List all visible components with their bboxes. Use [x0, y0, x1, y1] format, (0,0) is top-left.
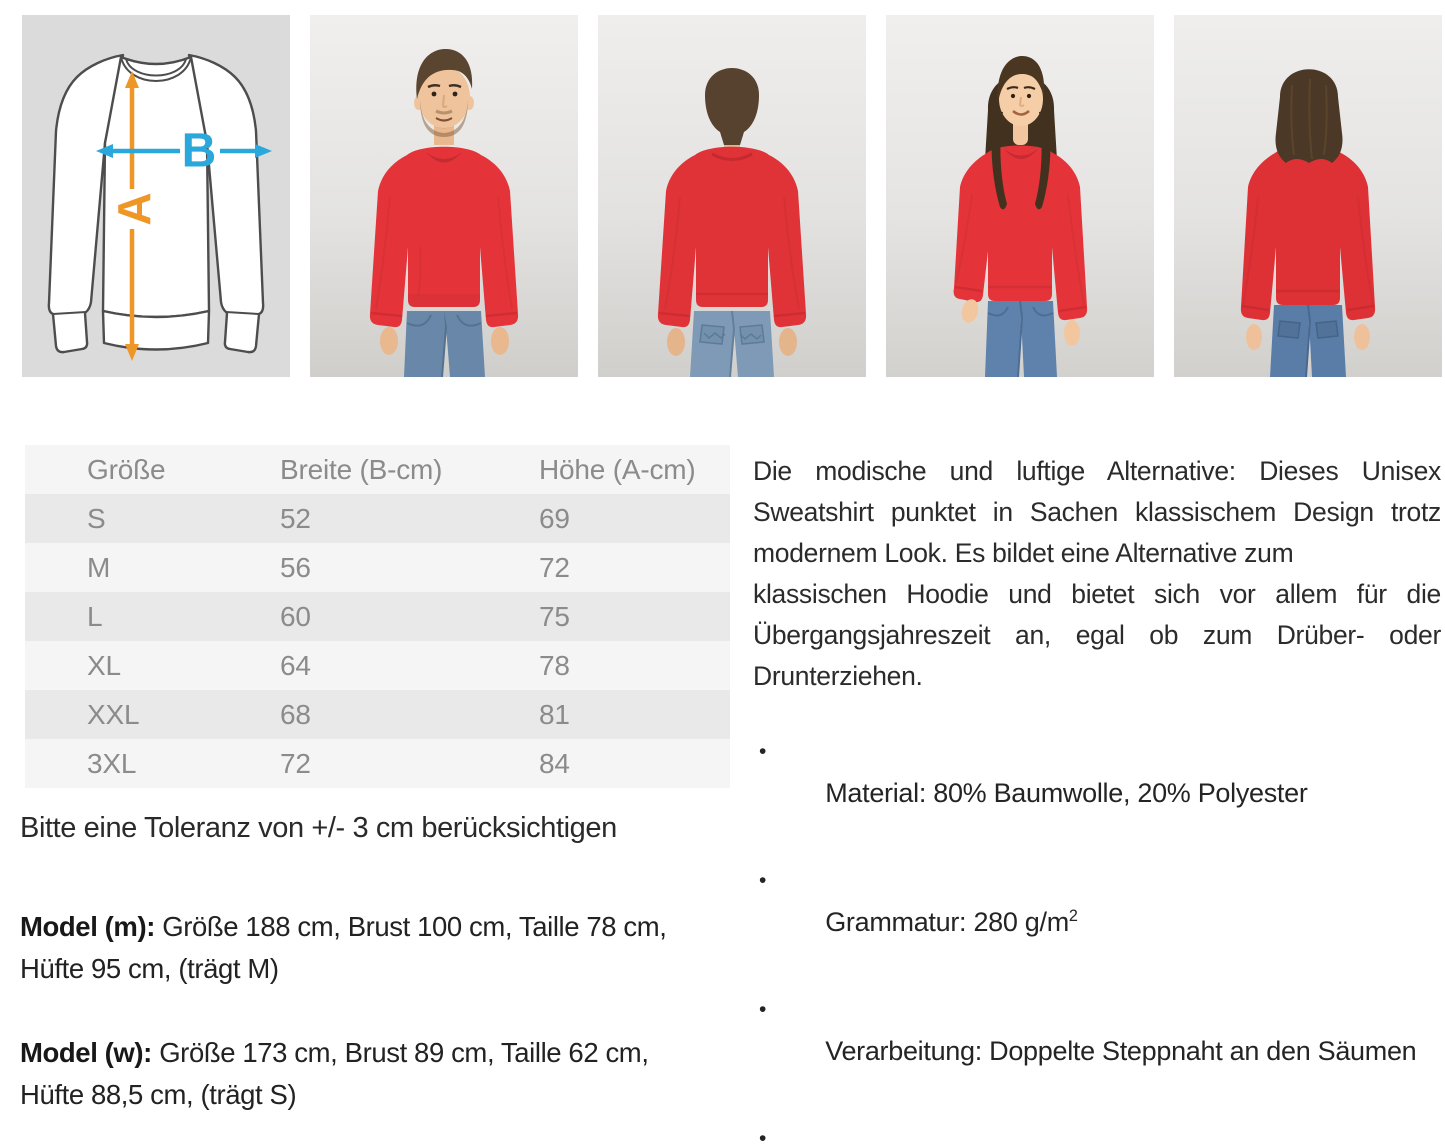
breite-cell: 60: [280, 600, 311, 632]
left-hand: [380, 327, 398, 355]
description-line: Sweatshirt punktet in Sachen klassischem…: [753, 497, 1441, 527]
size-table: Größe Breite (B-cm) Höhe (A-cm) S 52 69 …: [25, 445, 730, 788]
superscript: 2: [1068, 907, 1078, 925]
red-sweatshirt-back: [1240, 145, 1376, 321]
left-hand: [961, 299, 979, 323]
model-w-info: Model (w): Größe 173 cm, Brust 89 cm, Ta…: [20, 1032, 715, 1116]
photo-male-back: [598, 15, 866, 377]
size-cell: 3XL: [87, 747, 137, 779]
model-w-measurements: Größe 173 cm, Brust 89 cm, Taille 62 cm,…: [20, 1037, 649, 1110]
size-cell: XL: [87, 649, 121, 681]
jeans-back: [690, 310, 774, 377]
jeans: [404, 311, 485, 377]
female-back-hair: [1275, 69, 1343, 163]
breite-cell: 64: [280, 649, 311, 681]
bullet-icon: •: [759, 740, 767, 763]
size-table-header-row: Größe Breite (B-cm) Höhe (A-cm): [25, 445, 730, 494]
breite-cell: 72: [280, 747, 311, 779]
size-cell: XXL: [87, 698, 140, 730]
size-cell: L: [87, 600, 103, 632]
left-hand: [1246, 324, 1262, 350]
hoehe-cell: 78: [539, 649, 570, 681]
label-b: B: [182, 125, 217, 178]
hoehe-cell: 84: [539, 747, 570, 779]
breite-cell: 56: [280, 551, 311, 583]
table-row: 3XL 72 84: [25, 739, 730, 788]
male-back-head: [705, 68, 759, 145]
red-sweatshirt-front: [369, 146, 519, 328]
model-w-label: Model (w):: [20, 1037, 152, 1068]
description-line: Die modische und luftige Alternative: Di…: [753, 456, 1441, 486]
feature-text: Grammatur: 280 g/m: [825, 907, 1069, 937]
feature-grammatur: • Grammatur: 280 g/m2: [753, 858, 1445, 987]
model-m-info: Model (m): Größe 188 cm, Brust 100 cm, T…: [20, 906, 715, 990]
bullet-icon: •: [759, 1127, 767, 1145]
hoehe-cell: 72: [539, 551, 570, 583]
width-arrow-b-icon: B: [96, 125, 272, 178]
red-sweatshirt-front: [953, 145, 1088, 321]
female-head: [997, 56, 1045, 126]
sweatshirt-diagram: A B: [22, 15, 290, 377]
male-front-illustration: [310, 15, 578, 377]
left-hand: [667, 328, 685, 356]
right-hand: [1354, 324, 1370, 350]
column-header-groesse: Größe: [87, 453, 166, 485]
model-m-measurements: Größe 188 cm, Brust 100 cm, Taille 78 cm…: [20, 911, 667, 984]
jeans-back: [1270, 304, 1346, 377]
right-hand: [1064, 320, 1080, 346]
table-row: M 56 72: [25, 543, 730, 592]
label-a: A: [108, 192, 160, 225]
feature-list: • Material: 80% Baumwolle, 20% Polyester …: [753, 729, 1445, 1145]
photo-male-front: [310, 15, 578, 377]
hoehe-cell: 69: [539, 502, 570, 534]
male-head: [414, 48, 474, 137]
size-cell: S: [87, 502, 106, 534]
hair-lock-left: [991, 111, 1007, 210]
male-back-illustration: [598, 15, 866, 377]
description-line: modernem Look. Es bildet eine Alternativ…: [753, 538, 1294, 568]
description-line: klassischen Hoodie und bietet sich vor a…: [753, 579, 1441, 609]
column-header-hoehe: Höhe (A-cm): [539, 453, 696, 485]
bullet-icon: •: [759, 869, 767, 892]
table-row: S 52 69: [25, 494, 730, 543]
description-line: Übergangsjahreszeit an, egal ob zum Drüb…: [753, 620, 1441, 650]
table-row: XL 64 78: [25, 641, 730, 690]
table-row: L 60 75: [25, 592, 730, 641]
hoehe-cell: 75: [539, 600, 570, 632]
female-front-illustration: [886, 15, 1154, 377]
column-header-breite: Breite (B-cm): [280, 453, 443, 485]
tolerance-note: Bitte eine Toleranz von +/- 3 cm berücks…: [20, 812, 617, 844]
photo-female-back: [1174, 15, 1442, 377]
bullet-icon: •: [759, 998, 767, 1021]
collar-and-cuff-lines: [52, 56, 260, 315]
photo-female-front: [886, 15, 1154, 377]
red-sweatshirt-back: [657, 146, 807, 328]
breite-cell: 68: [280, 698, 311, 730]
feature-verarbeitung: • Verarbeitung: Doppelte Steppnaht an den…: [753, 987, 1445, 1116]
female-back-illustration: [1174, 15, 1442, 377]
right-hand: [779, 328, 797, 356]
hoehe-cell: 81: [539, 698, 570, 730]
table-row: XXL 68 81: [25, 690, 730, 739]
breite-cell: 52: [280, 502, 311, 534]
feature-form: •Form: Moderner, gerader Schnitt: [753, 1116, 1445, 1145]
size-diagram-panel: A B: [22, 15, 290, 377]
feature-material: • Material: 80% Baumwolle, 20% Polyester: [753, 729, 1445, 858]
feature-text: Verarbeitung: Doppelte Steppnaht an den …: [825, 1036, 1417, 1066]
height-arrow-a-icon: A: [108, 71, 160, 361]
feature-text: Material: 80% Baumwolle, 20% Polyester: [825, 778, 1308, 808]
size-cell: M: [87, 551, 111, 583]
right-hand: [491, 327, 509, 355]
jeans: [985, 300, 1057, 377]
model-m-label: Model (m):: [20, 911, 156, 942]
hair-lock-right: [1035, 111, 1051, 210]
description-line: Drunterziehen.: [753, 661, 923, 691]
product-description: Die modische und luftige Alternative: Di…: [753, 451, 1441, 697]
